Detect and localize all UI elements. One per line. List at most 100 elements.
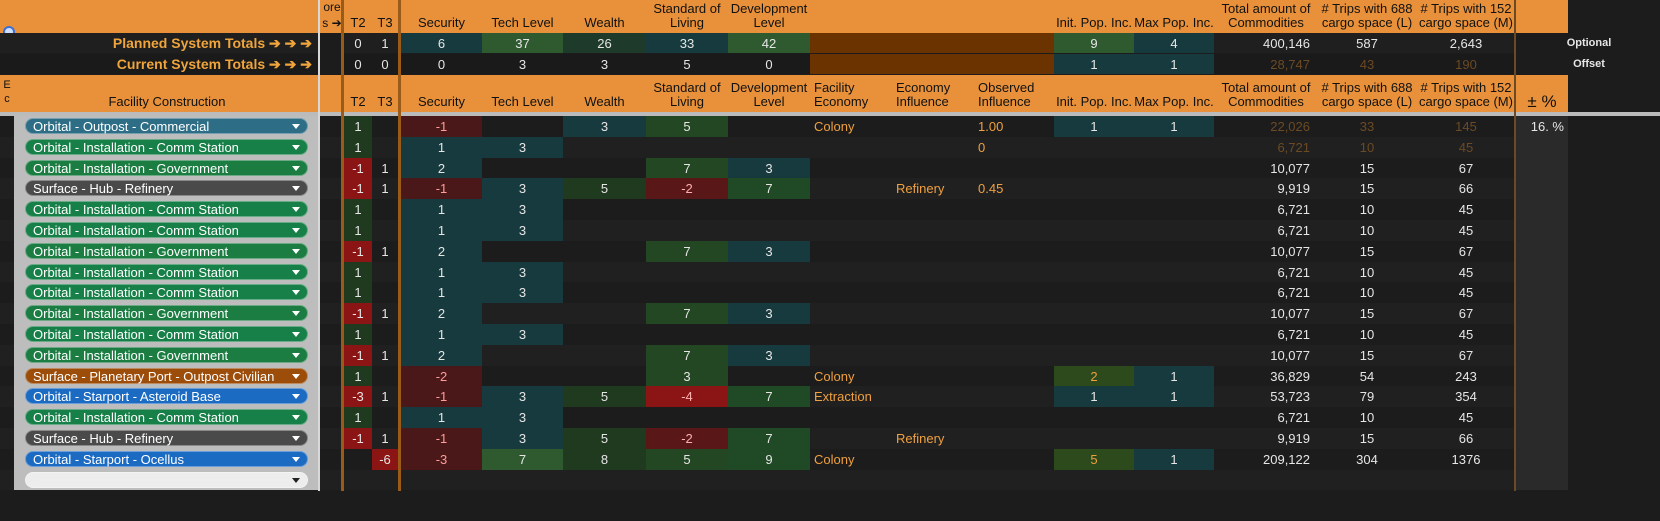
top-header-dev[interactable]: Development Level <box>728 0 810 33</box>
more-label[interactable]: ore <box>320 0 344 18</box>
cell-facility-economy[interactable]: Colony <box>814 119 855 134</box>
cell-t3[interactable] <box>372 324 398 345</box>
cell-dev[interactable] <box>728 116 810 137</box>
main-header-l[interactable]: # Trips with 688 cargo space (L) <box>1318 75 1416 112</box>
cell-trips-m[interactable]: 45 <box>1458 327 1474 342</box>
planned-init-pop[interactable]: 9 <box>1054 33 1134 53</box>
top-header-t2[interactable]: T2 <box>344 0 372 33</box>
cell-total[interactable]: 9,919 <box>1277 181 1310 196</box>
facility-dropdown[interactable]: Surface - Hub - Refinery <box>25 430 308 446</box>
cell-dev[interactable] <box>728 470 810 490</box>
cell-sol[interactable] <box>646 282 728 303</box>
cell-sol[interactable]: 5 <box>646 116 728 137</box>
cell-pct[interactable] <box>1516 407 1568 428</box>
cell-economy-influence[interactable] <box>892 137 974 158</box>
facility-dropdown[interactable]: Orbital - Installation - Comm Station <box>25 409 308 425</box>
cell-tech[interactable]: 7 <box>482 449 563 470</box>
cell-observed-influence[interactable] <box>974 158 1054 178</box>
main-header-facility[interactable]: Facility Construction <box>14 75 320 112</box>
planned-wealth[interactable]: 26 <box>563 33 646 53</box>
cell-security[interactable]: 2 <box>401 303 482 324</box>
planned-side-label[interactable]: Optional <box>1566 37 1612 49</box>
top-header-total[interactable]: Total amount of Commodities <box>1214 0 1318 33</box>
cell-economy-influence[interactable] <box>892 282 974 303</box>
cell-facility-economy[interactable] <box>810 345 892 366</box>
cell-trips-l[interactable]: 54 <box>1359 368 1375 384</box>
cell-total[interactable]: 6,721 <box>1277 327 1310 342</box>
cell-facility-economy[interactable]: Colony <box>814 452 855 467</box>
cell-observed-influence[interactable]: 0 <box>978 140 986 155</box>
cell-sol[interactable]: -2 <box>646 428 728 449</box>
cell-init-pop[interactable] <box>1054 220 1134 241</box>
cell-tech[interactable]: 3 <box>482 137 563 158</box>
more-arrow[interactable]: s ➔ <box>320 16 344 33</box>
planned-max-pop[interactable]: 4 <box>1134 33 1214 53</box>
cell-max-pop[interactable] <box>1134 303 1214 324</box>
top-header-sec[interactable]: Security <box>401 0 482 33</box>
cell-observed-influence[interactable]: 0.45 <box>978 181 1004 196</box>
main-header-init[interactable]: Init. Pop. Inc. <box>1054 75 1134 112</box>
cell-t3[interactable] <box>372 199 398 220</box>
cell-security[interactable]: -3 <box>401 449 482 470</box>
cell-dev[interactable] <box>728 407 810 428</box>
current-label[interactable]: Current System Totals ➔ ➔ ➔ <box>116 55 312 72</box>
cell-total[interactable] <box>1214 470 1318 490</box>
cell-t3[interactable]: 1 <box>381 306 389 321</box>
cell-economy-influence[interactable] <box>892 366 974 386</box>
cell-pct[interactable] <box>1516 366 1568 386</box>
cell-trips-l[interactable]: 10 <box>1359 140 1375 155</box>
cell-facility-economy[interactable] <box>810 303 892 324</box>
cell-pct[interactable] <box>1516 386 1568 407</box>
cell-dev[interactable] <box>728 199 810 220</box>
cell-sol[interactable] <box>646 137 728 158</box>
facility-dropdown[interactable]: Orbital - Installation - Comm Station <box>25 326 308 342</box>
cell-max-pop[interactable] <box>1134 220 1214 241</box>
top-header-l[interactable]: # Trips with 688 cargo space (L) <box>1318 0 1416 33</box>
cell-observed-influence[interactable]: 1.00 <box>978 119 1004 134</box>
cell-trips-l[interactable]: 15 <box>1359 181 1375 196</box>
cell-max-pop[interactable] <box>1134 262 1214 282</box>
cell-max-pop[interactable]: 1 <box>1134 386 1214 407</box>
cell-trips-l[interactable] <box>1318 470 1416 490</box>
main-header-e[interactable]: E c <box>0 75 14 112</box>
cell-sol[interactable] <box>646 407 728 428</box>
cell-total[interactable]: 10,077 <box>1270 244 1310 259</box>
cell-tech[interactable] <box>482 470 563 490</box>
cell-trips-l[interactable]: 15 <box>1359 348 1375 363</box>
cell-security[interactable]: -1 <box>401 116 482 137</box>
cell-init-pop[interactable] <box>1054 282 1134 303</box>
cell-trips-m[interactable]: 1376 <box>1451 452 1481 467</box>
cell-trips-m[interactable]: 67 <box>1458 244 1474 259</box>
cell-economy-influence[interactable] <box>892 241 974 262</box>
cell-total[interactable]: 10,077 <box>1270 160 1310 176</box>
cell-observed-influence[interactable] <box>974 386 1054 407</box>
cell-total[interactable]: 6,721 <box>1277 264 1310 280</box>
cell-pct[interactable] <box>1516 262 1568 282</box>
cell-dev[interactable]: 7 <box>728 428 810 449</box>
cell-observed-influence[interactable] <box>974 324 1054 345</box>
cell-t2[interactable] <box>344 449 372 470</box>
cell-trips-l[interactable]: 10 <box>1359 285 1375 300</box>
facility-dropdown[interactable]: Orbital - Installation - Government <box>25 347 308 363</box>
cell-observed-influence[interactable] <box>974 199 1054 220</box>
main-header-t2[interactable]: T2 <box>344 75 372 112</box>
cell-tech[interactable]: 3 <box>482 262 563 282</box>
cell-facility-economy[interactable]: Colony <box>814 368 855 384</box>
cell-init-pop[interactable] <box>1054 199 1134 220</box>
main-header-wealth[interactable]: Wealth <box>563 75 646 112</box>
top-header-sol[interactable]: Standard of Living <box>646 0 728 33</box>
cell-sol[interactable]: 7 <box>646 158 728 178</box>
cell-tech[interactable]: 3 <box>482 428 563 449</box>
cell-trips-l[interactable]: 33 <box>1359 119 1375 134</box>
cell-tech[interactable]: 3 <box>482 220 563 241</box>
top-header-m[interactable]: # Trips with 152 cargo space (M) <box>1416 0 1516 33</box>
cell-security[interactable]: 1 <box>401 199 482 220</box>
cell-observed-influence[interactable] <box>974 366 1054 386</box>
cell-dev[interactable]: 9 <box>728 449 810 470</box>
cell-max-pop[interactable]: 1 <box>1134 116 1214 137</box>
cell-trips-m[interactable]: 66 <box>1458 431 1474 446</box>
cell-tech[interactable]: 3 <box>482 407 563 428</box>
main-header-tech[interactable]: Tech Level <box>482 75 563 112</box>
current-dev[interactable]: 0 <box>728 54 810 74</box>
cell-trips-m[interactable]: 45 <box>1458 140 1474 155</box>
